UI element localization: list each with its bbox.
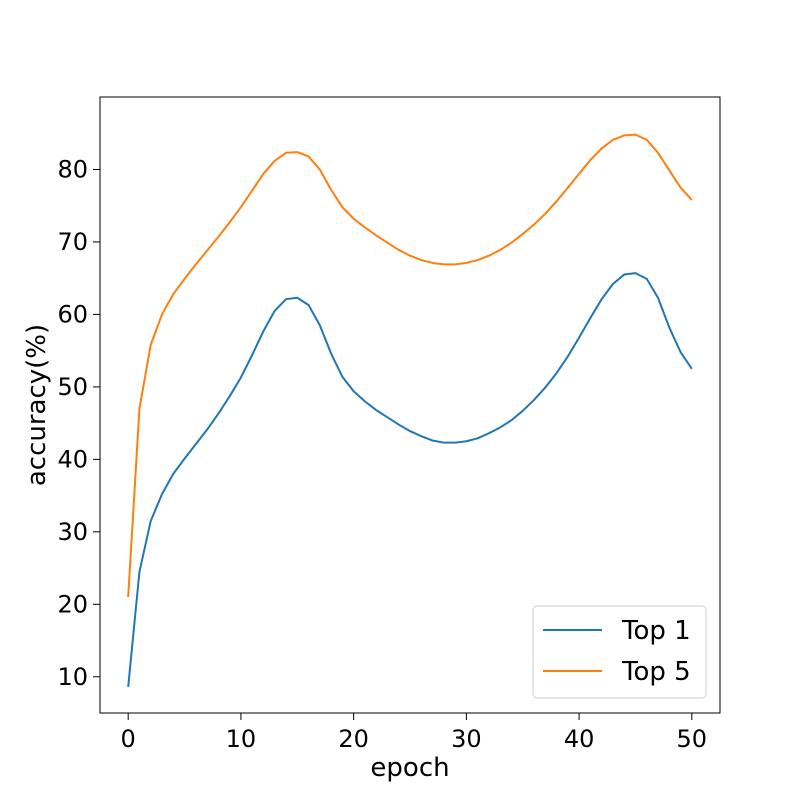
- legend-label-top1: Top 1: [621, 616, 691, 646]
- y-tick-label: 70: [57, 228, 88, 256]
- x-axis-ticks: 0 10 20 30 40 50: [121, 713, 708, 753]
- legend: Top 1 Top 5: [532, 605, 707, 699]
- plot-frame: [99, 96, 721, 714]
- y-tick-label: 60: [57, 300, 88, 328]
- x-tick-label: 40: [564, 725, 595, 753]
- series-lines: [127, 133, 693, 688]
- y-tick-label: 50: [57, 373, 88, 401]
- y-tick-label: 80: [57, 155, 88, 183]
- y-tick-label: 30: [57, 518, 88, 546]
- x-tick-label: 0: [121, 725, 136, 753]
- x-tick-label: 20: [338, 725, 369, 753]
- legend-label-top5: Top 5: [621, 657, 691, 687]
- series-line-top-1: [127, 272, 693, 688]
- y-tick-label: 10: [57, 663, 88, 691]
- x-tick-label: 30: [451, 725, 482, 753]
- y-axis-ticks: 10 20 30 40 50 60 70 80: [57, 155, 100, 691]
- x-tick-label: 10: [226, 725, 257, 753]
- x-axis-label: epoch: [370, 753, 449, 783]
- x-tick-label: 50: [677, 725, 708, 753]
- y-axis-label: accuracy(%): [22, 324, 52, 486]
- y-tick-label: 40: [57, 445, 88, 473]
- y-tick-label: 20: [57, 590, 88, 618]
- series-line-top-5: [127, 133, 693, 598]
